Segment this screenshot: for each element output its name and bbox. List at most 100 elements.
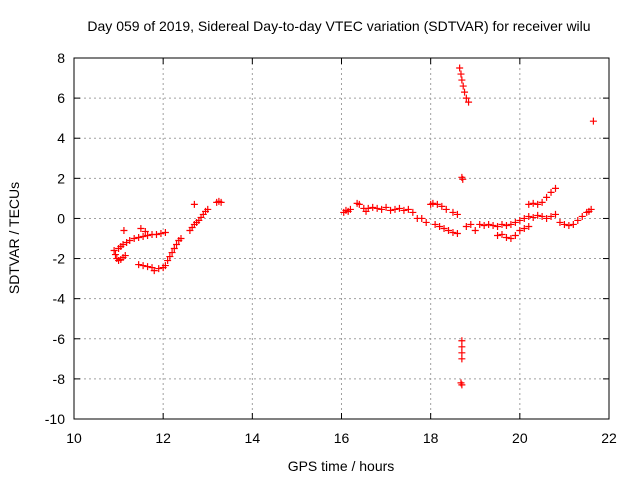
- data-point: [556, 218, 564, 226]
- y-tick-label: -10: [45, 411, 65, 427]
- data-point: [161, 262, 169, 270]
- data-point: [135, 261, 143, 269]
- data-point: [498, 220, 506, 228]
- data-point: [157, 229, 165, 237]
- data-point: [462, 222, 470, 230]
- x-tick-label: 10: [66, 430, 82, 446]
- data-point: [552, 210, 559, 218]
- data-point: [387, 206, 395, 214]
- data-point: [467, 220, 475, 228]
- data-point: [520, 224, 528, 232]
- y-tick-label: 4: [57, 130, 65, 146]
- y-tick-label: -2: [53, 251, 66, 267]
- data-point: [471, 226, 479, 234]
- x-tick-labels: 10 12 14 16 18 20 22: [66, 430, 617, 446]
- data-point: [458, 381, 466, 389]
- data-point: [119, 241, 127, 249]
- data-point: [144, 231, 152, 239]
- data-point: [480, 221, 488, 229]
- data-point: [141, 227, 149, 235]
- data-point: [382, 203, 390, 211]
- data-point: [431, 220, 439, 228]
- data-point: [502, 233, 510, 241]
- data-point: [135, 233, 143, 241]
- data-point: [534, 200, 542, 208]
- data-point: [458, 355, 466, 363]
- data-point: [150, 267, 158, 275]
- data-point: [373, 204, 381, 212]
- data-point: [449, 228, 457, 236]
- data-point: [110, 247, 118, 255]
- data-point: [173, 241, 181, 249]
- data-point: [449, 208, 457, 216]
- y-tick-label: 6: [57, 90, 65, 106]
- data-point: [569, 220, 577, 228]
- data-point: [507, 220, 515, 228]
- data-point: [168, 249, 176, 257]
- data-point: [525, 212, 533, 220]
- y-tick-label: -6: [53, 331, 66, 347]
- y-tick-label: 0: [57, 210, 65, 226]
- data-point: [400, 206, 408, 214]
- data-point: [166, 253, 174, 261]
- data-point: [120, 226, 128, 234]
- x-tick-label: 14: [245, 430, 261, 446]
- data-point: [457, 70, 465, 78]
- data-point: [543, 214, 551, 222]
- data-point: [511, 231, 519, 239]
- data-point: [144, 263, 152, 271]
- data-point: [442, 205, 450, 213]
- data-point: [589, 117, 597, 125]
- data-point: [461, 88, 469, 96]
- data-point: [346, 205, 354, 213]
- data-point: [547, 212, 555, 220]
- x-tick-label: 16: [334, 430, 350, 446]
- y-tick-label: 2: [57, 170, 65, 186]
- data-point: [507, 235, 515, 242]
- data-point: [552, 184, 559, 192]
- data-point: [139, 262, 147, 270]
- data-point: [121, 252, 129, 260]
- data-point: [489, 221, 497, 229]
- data-point: [422, 218, 430, 226]
- x-tick-label: 22: [601, 430, 617, 446]
- data-point: [565, 221, 573, 229]
- data-point: [560, 220, 568, 228]
- data-point: [445, 226, 452, 234]
- data-point: [538, 198, 546, 206]
- x-tick-label: 12: [155, 430, 171, 446]
- data-point: [494, 231, 502, 239]
- data-point: [190, 200, 198, 208]
- data-point: [137, 224, 145, 232]
- data-point: [436, 222, 444, 230]
- data-point: [453, 210, 461, 218]
- data-point: [453, 229, 461, 237]
- data-point: [433, 200, 441, 208]
- data-point: [440, 224, 448, 232]
- data-point: [126, 237, 134, 245]
- data-point: [170, 245, 178, 253]
- data-point: [529, 199, 537, 207]
- data-point: [139, 232, 147, 240]
- data-point: [585, 207, 593, 215]
- data-point: [529, 213, 537, 221]
- data-point: [164, 257, 172, 265]
- y-tick-label: -8: [53, 371, 66, 387]
- data-point: [516, 216, 524, 224]
- data-point: [458, 337, 466, 345]
- data-point: [456, 64, 464, 72]
- data-point: [155, 265, 163, 273]
- data-point: [130, 235, 138, 242]
- data-point: [525, 200, 533, 208]
- data-point: [409, 208, 417, 216]
- data-point: [391, 205, 399, 213]
- data-point: [465, 98, 473, 106]
- data-point: [574, 216, 582, 224]
- data-point: [476, 220, 484, 228]
- data-point: [418, 214, 426, 222]
- x-tick-label: 18: [423, 430, 439, 446]
- data-point: [538, 212, 546, 220]
- data-point: [534, 211, 542, 219]
